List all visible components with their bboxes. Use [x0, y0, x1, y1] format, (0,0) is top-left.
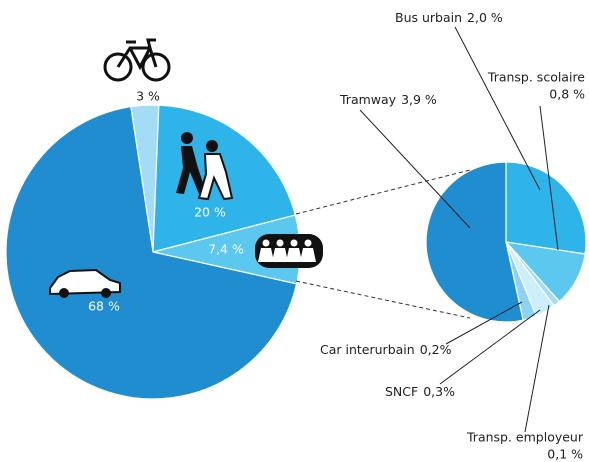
slice-label: Bus urbain 2,0 %: [395, 10, 503, 25]
leader-line: [454, 26, 541, 191]
connector-line: [295, 280, 471, 319]
leader-line: [539, 105, 559, 251]
leader-line: [439, 309, 541, 385]
connector-line: [295, 169, 471, 215]
value-label: 2,0 %: [467, 10, 503, 25]
value-label: 0,2%: [420, 342, 452, 357]
slice-label: Car interurbain 0,2%: [320, 342, 452, 357]
value-label: 3,9 %: [401, 92, 437, 107]
value-label: 20 %: [194, 205, 226, 220]
category-label: Transp. employeur: [466, 430, 584, 445]
pie-slice: [5, 106, 298, 400]
pie-slice: [505, 161, 587, 255]
category-label: Transp. scolaire: [487, 70, 585, 85]
leader-line: [524, 304, 550, 433]
category-label: Bus urbain: [395, 10, 462, 25]
slice-label: SNCF 0,3%: [385, 384, 455, 399]
value-label: 0,3%: [423, 384, 455, 399]
slice-label: Tramway 3,9 %: [339, 92, 437, 107]
labels: 3 % 20 % 7,4 % 68 % Bus urbain 2,0 % Transp. s…: [88, 10, 585, 462]
value-label: 3 %: [136, 89, 160, 104]
people-icon: [255, 234, 323, 268]
category-label: SNCF: [385, 384, 418, 399]
category-label: Car interurbain: [320, 342, 415, 357]
leader-line: [445, 301, 523, 345]
value-label: 0,8 %: [549, 87, 585, 102]
walker-icon: [176, 132, 234, 201]
value-label: 0,1 %: [547, 447, 583, 462]
car-icon: [49, 268, 121, 298]
bike-icon: [103, 38, 171, 82]
leader-line: [359, 109, 471, 229]
value-label: 68 %: [88, 299, 120, 314]
connectors: [295, 169, 471, 319]
category-label: Tramway: [339, 92, 397, 107]
value-label: 7,4 %: [208, 242, 244, 257]
pie-slice: [425, 161, 524, 323]
